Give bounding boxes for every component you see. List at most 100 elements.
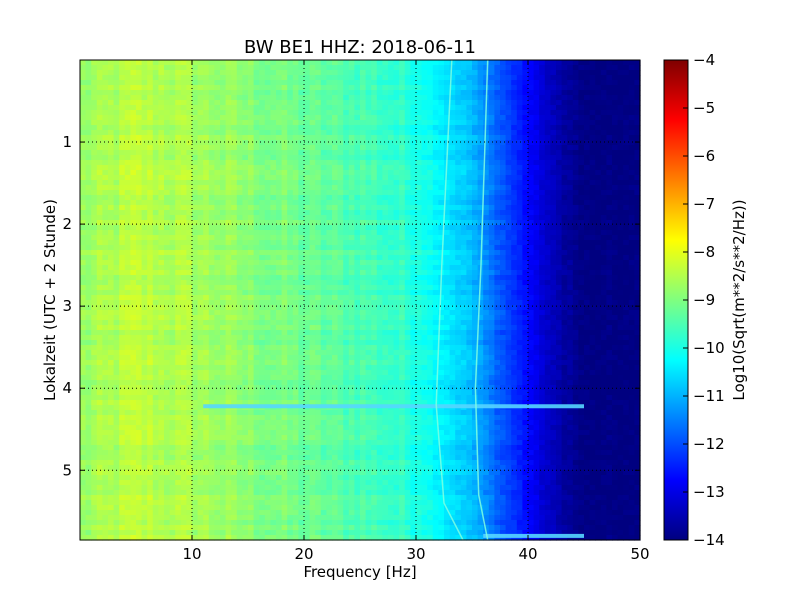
heatmap-cell xyxy=(124,95,131,101)
heatmap-cell xyxy=(91,140,98,146)
heatmap-cell xyxy=(455,95,462,101)
heatmap-cell xyxy=(141,100,148,106)
heatmap-cell xyxy=(175,210,182,216)
heatmap-cell xyxy=(455,170,462,176)
heatmap-cell xyxy=(544,200,551,206)
heatmap-cell xyxy=(449,255,456,261)
heatmap-cell xyxy=(522,265,529,271)
heatmap-cell xyxy=(124,115,131,121)
heatmap-cell xyxy=(600,205,607,211)
heatmap-cell xyxy=(567,70,574,76)
heatmap-cell xyxy=(572,160,579,166)
heatmap-cell xyxy=(561,125,568,131)
heatmap-cell xyxy=(91,285,98,291)
heatmap-cell xyxy=(427,200,434,206)
heatmap-cell xyxy=(584,280,591,286)
heatmap-cell xyxy=(158,155,165,161)
heatmap-cell xyxy=(147,65,154,71)
heatmap-cell xyxy=(326,295,333,301)
heatmap-cell xyxy=(365,170,372,176)
heatmap-cell xyxy=(259,170,266,176)
heatmap-cell xyxy=(348,155,355,161)
heatmap-cell xyxy=(376,115,383,121)
heatmap-cell xyxy=(584,295,591,301)
heatmap-cell xyxy=(175,265,182,271)
heatmap-cell xyxy=(472,120,479,126)
heatmap-cell xyxy=(270,200,277,206)
heatmap-cell xyxy=(556,270,563,276)
heatmap-cell xyxy=(85,155,92,161)
heatmap-cell xyxy=(589,205,596,211)
heatmap-cell xyxy=(136,300,143,306)
heatmap-cell xyxy=(326,60,333,66)
heatmap-cell xyxy=(427,235,434,241)
heatmap-cell xyxy=(444,60,451,66)
heatmap-cell xyxy=(371,90,378,96)
heatmap-cell xyxy=(158,290,165,296)
heatmap-cell xyxy=(113,145,120,151)
heatmap-cell xyxy=(102,115,109,121)
heatmap-cell xyxy=(287,130,294,136)
heatmap-cell xyxy=(360,195,367,201)
heatmap-cell xyxy=(225,275,232,281)
heatmap-cell xyxy=(516,270,523,276)
heatmap-cell xyxy=(175,240,182,246)
heatmap-cell xyxy=(393,145,400,151)
heatmap-cell xyxy=(404,225,411,231)
heatmap-cell xyxy=(483,245,490,251)
heatmap-cell xyxy=(533,220,540,226)
heatmap-cell xyxy=(533,110,540,116)
heatmap-cell xyxy=(589,185,596,191)
heatmap-cell xyxy=(382,205,389,211)
heatmap-cell xyxy=(309,245,316,251)
heatmap-cell xyxy=(270,270,277,276)
heatmap-cell xyxy=(382,150,389,156)
heatmap-cell xyxy=(264,185,271,191)
heatmap-cell xyxy=(248,245,255,251)
heatmap-cell xyxy=(96,265,103,271)
heatmap-cell xyxy=(511,275,518,281)
heatmap-cell xyxy=(539,230,546,236)
heatmap-cell xyxy=(304,290,311,296)
heatmap-cell xyxy=(511,260,518,266)
heatmap-cell xyxy=(141,165,148,171)
heatmap-cell xyxy=(102,60,109,66)
heatmap-cell xyxy=(337,230,344,236)
heatmap-cell xyxy=(438,180,445,186)
heatmap-cell xyxy=(589,200,596,206)
heatmap-cell xyxy=(472,240,479,246)
heatmap-cell xyxy=(500,220,507,226)
heatmap-cell xyxy=(236,145,243,151)
heatmap-cell xyxy=(354,180,361,186)
heatmap-cell xyxy=(600,155,607,161)
heatmap-cell xyxy=(343,215,350,221)
heatmap-cell xyxy=(432,295,439,301)
heatmap-cell xyxy=(158,85,165,91)
heatmap-cell xyxy=(220,290,227,296)
heatmap-cell xyxy=(449,155,456,161)
heatmap-cell xyxy=(500,240,507,246)
heatmap-cell xyxy=(444,65,451,71)
heatmap-cell xyxy=(528,175,535,181)
heatmap-cell xyxy=(561,190,568,196)
heatmap-cell xyxy=(298,265,305,271)
heatmap-cell xyxy=(309,170,316,176)
heatmap-cell xyxy=(533,305,540,311)
heatmap-cell xyxy=(494,240,501,246)
heatmap-cell xyxy=(192,195,199,201)
heatmap-cell xyxy=(472,130,479,136)
heatmap-cell xyxy=(248,180,255,186)
heatmap-cell xyxy=(376,100,383,106)
heatmap-cell xyxy=(236,225,243,231)
heatmap-cell xyxy=(337,115,344,121)
heatmap-cell xyxy=(500,245,507,251)
heatmap-cell xyxy=(136,90,143,96)
heatmap-cell xyxy=(539,220,546,226)
heatmap-cell xyxy=(169,245,176,251)
heatmap-cell xyxy=(376,155,383,161)
heatmap-cell xyxy=(516,100,523,106)
heatmap-cell xyxy=(623,205,630,211)
heatmap-cell xyxy=(572,225,579,231)
heatmap-cell xyxy=(399,270,406,276)
heatmap-cell xyxy=(550,115,557,121)
